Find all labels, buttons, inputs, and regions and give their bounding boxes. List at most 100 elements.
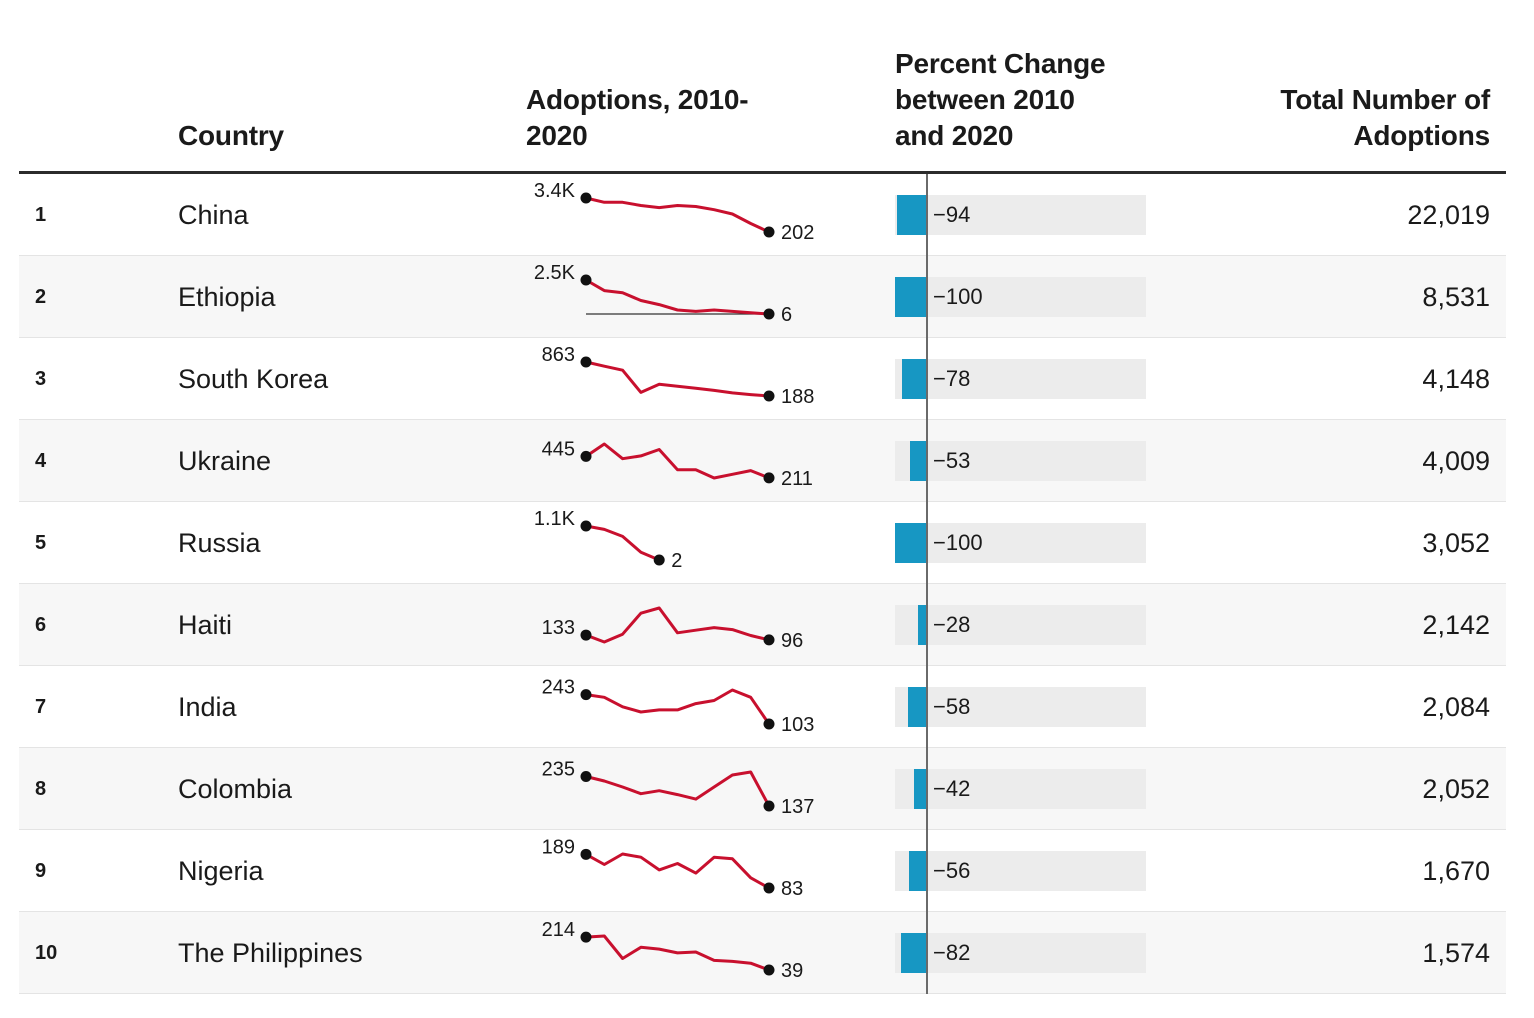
sparkline: 133 96 xyxy=(542,606,803,652)
sparkline-start-dot xyxy=(580,689,592,701)
country-cell: The Philippines xyxy=(178,938,363,968)
row-divider xyxy=(19,665,1506,666)
table-row: 4 Ukraine 4,009 −53 445 211 xyxy=(19,420,1506,502)
row-divider xyxy=(19,993,1506,994)
row-divider xyxy=(19,501,1506,502)
country-cell: South Korea xyxy=(178,364,329,394)
percent-bar xyxy=(910,441,927,481)
percent-bar xyxy=(918,605,927,645)
country-cell: Ukraine xyxy=(178,446,272,476)
sparkline-start-dot xyxy=(580,931,592,943)
table-row: 8 Colombia 2,052 −42 235 137 xyxy=(19,748,1506,830)
sparkline: 3.4K 202 xyxy=(534,180,815,244)
header-adoptions: Adoptions, 2010- 2020 xyxy=(526,84,749,151)
percent-label: −58 xyxy=(933,694,971,719)
sparkline: 243 103 xyxy=(542,677,815,736)
percent-bar xyxy=(895,277,927,317)
percent-bar xyxy=(895,523,927,563)
total-cell: 22,019 xyxy=(1407,200,1490,230)
sparkline-end-label: 6 xyxy=(781,304,792,326)
header-rule xyxy=(19,171,1506,174)
rank-cell: 3 xyxy=(35,368,47,390)
header-total: Total Number of Adoptions xyxy=(1280,84,1490,151)
percent-label: −42 xyxy=(933,776,971,801)
total-cell: 4,009 xyxy=(1422,446,1490,476)
sparkline-start-dot xyxy=(580,450,592,462)
table-row: 2 Ethiopia 8,531 −100 2.5K 6 xyxy=(19,256,1506,338)
percent-bar xyxy=(913,769,927,809)
sparkline: 189 83 xyxy=(542,836,804,900)
table-row: 1 China 22,019 −94 3.4K 202 xyxy=(19,174,1506,256)
percent-bar-track xyxy=(895,851,1146,891)
sparkline-series xyxy=(585,196,770,234)
percent-bar-track xyxy=(895,277,1146,317)
sparkline-end-label: 188 xyxy=(781,386,814,408)
sparkline-start-dot xyxy=(580,520,592,532)
rank-cell: 10 xyxy=(35,942,58,964)
country-cell: Colombia xyxy=(178,774,293,804)
sparkline-end-dot xyxy=(763,308,775,320)
sparkline: 2.5K 6 xyxy=(534,262,792,326)
sparkline-start-label: 243 xyxy=(542,677,575,699)
total-cell: 2,052 xyxy=(1422,774,1490,804)
sparkline-start-dot xyxy=(580,192,592,204)
sparkline-start-dot xyxy=(580,629,592,641)
sparkline-series xyxy=(585,442,770,480)
sparkline-start-dot xyxy=(580,771,592,783)
percent-bar xyxy=(896,195,927,235)
sparkline-start-label: 189 xyxy=(542,836,575,858)
sparkline: 863 188 xyxy=(542,344,815,408)
row-divider xyxy=(19,255,1506,256)
sparkline-series xyxy=(585,688,771,725)
sparkline-start-label: 863 xyxy=(542,344,575,366)
sparkline-series xyxy=(585,770,771,807)
table-row: 3 South Korea 4,148 −78 863 188 xyxy=(19,338,1506,420)
sparkline-series xyxy=(585,278,770,316)
rank-cell: 1 xyxy=(35,204,47,226)
table-row: 5 Russia 3,052 −100 1.1K 2 xyxy=(19,502,1506,584)
total-cell: 8,531 xyxy=(1422,282,1490,312)
sparkline-end-dot xyxy=(763,882,775,894)
sparkline-end-label: 96 xyxy=(781,630,803,652)
percent-label: −53 xyxy=(933,448,971,473)
percent-bar xyxy=(900,933,927,973)
sparkline-start-label: 1.1K xyxy=(534,508,576,530)
sparkline-series xyxy=(585,606,770,644)
sparkline: 445 211 xyxy=(542,438,813,490)
percent-bar-track xyxy=(895,687,1146,727)
sparkline-series xyxy=(585,524,660,562)
sparkline-end-label: 211 xyxy=(781,468,813,490)
percent-bar-track xyxy=(895,769,1146,809)
total-cell: 4,148 xyxy=(1422,364,1490,394)
percent-label: −100 xyxy=(933,530,983,555)
total-cell: 1,670 xyxy=(1422,856,1490,886)
percent-label: −56 xyxy=(933,858,971,883)
sparkline: 214 39 xyxy=(542,919,804,982)
sparkline-start-label: 2.5K xyxy=(534,262,576,284)
percent-bar-track xyxy=(895,523,1146,563)
row-divider xyxy=(19,337,1506,338)
sparkline-start-label: 133 xyxy=(542,617,575,639)
sparkline-start-label: 214 xyxy=(542,919,575,941)
header-percent-change: Percent Change between 2010 and 2020 xyxy=(895,48,1106,151)
percent-bar xyxy=(902,359,927,399)
country-cell: India xyxy=(178,692,237,722)
total-cell: 2,084 xyxy=(1422,692,1490,722)
sparkline-series xyxy=(585,360,770,398)
row-divider xyxy=(19,419,1506,420)
rank-cell: 5 xyxy=(35,532,47,554)
row-divider xyxy=(19,911,1506,912)
sparkline-end-dot xyxy=(763,390,775,402)
rank-cell: 7 xyxy=(35,696,47,718)
percent-label: −28 xyxy=(933,612,971,637)
percent-bar xyxy=(908,687,927,727)
sparkline-start-dot xyxy=(580,848,592,860)
sparkline-end-label: 2 xyxy=(671,550,682,572)
sparkline-end-label: 137 xyxy=(781,796,814,818)
sparkline-start-dot xyxy=(580,274,592,286)
sparkline-end-label: 39 xyxy=(781,960,803,982)
sparkline-start-label: 445 xyxy=(542,438,575,460)
country-cell: Haiti xyxy=(178,610,233,640)
percent-label: −82 xyxy=(933,940,971,965)
sparkline: 235 137 xyxy=(542,759,815,818)
